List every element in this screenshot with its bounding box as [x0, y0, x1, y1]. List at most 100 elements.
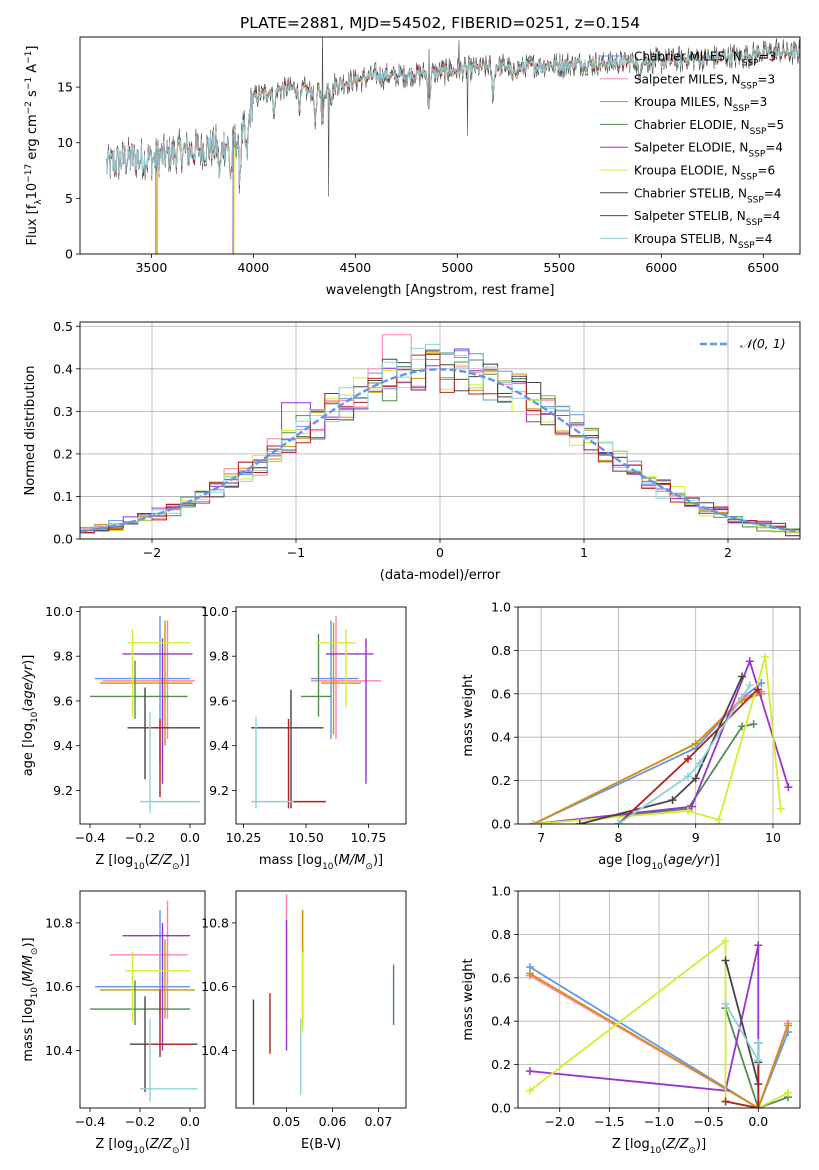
x-tick-label: −0.4	[75, 1114, 105, 1129]
text-run: )]	[21, 937, 36, 947]
x-axis-label: wavelength [Angstrom, rest frame]	[326, 283, 555, 298]
superscript: −17	[24, 164, 34, 183]
x-tick-label: 0.05	[273, 1114, 301, 1129]
errorbar-point	[127, 687, 200, 780]
legend-label: Kroupa ELODIE, NSSP=6	[634, 164, 775, 183]
text-run: =3	[757, 72, 775, 86]
y-tick-label: 0.2	[491, 773, 511, 788]
y-tick-label: 0.4	[491, 730, 511, 745]
text-run: )]	[696, 1137, 706, 1152]
legend-label: Chabrier STELIB, NSSP=4	[634, 186, 782, 205]
x-tick-label: −0.2	[125, 830, 155, 845]
italic: M/M	[21, 955, 36, 982]
errorbar-point	[95, 615, 190, 764]
mass-weight-vs-metallicity-panel: −2.0 −1.5 −1.0 −0.5 0.0 0.0 0.2 0.4 0.6 0.8 1.0 Z […	[461, 884, 801, 1156]
y-tick-label: 0.0	[491, 817, 511, 832]
y-tick-label: 9.8	[209, 649, 229, 664]
text-run: Kroupa ELODIE, N	[634, 164, 741, 178]
plus-marker	[575, 820, 584, 824]
weight-line	[617, 684, 751, 824]
subscript: 10	[651, 862, 663, 872]
legend-label: Salpeter MILES, NSSP=3	[634, 72, 775, 91]
plus-marker	[529, 820, 538, 824]
subscript: 10	[30, 711, 40, 723]
y-tick-label: 10.4	[201, 1043, 229, 1058]
subscript: 10	[650, 1146, 662, 1156]
errorbar-point	[152, 718, 165, 798]
plus-marker	[749, 720, 758, 729]
text-run: =4	[755, 232, 773, 246]
x-tick-label: −1	[287, 545, 305, 560]
text-run: Salpeter MILES, N	[634, 72, 741, 86]
text-run: Flux [f	[25, 204, 40, 245]
x-axis-label: mass [log10(M/M⊙)]	[259, 853, 383, 872]
plus-marker	[745, 657, 754, 666]
plus-marker	[668, 796, 677, 805]
y-axis-label: mass weight	[461, 958, 476, 1040]
x-tick-label: −2.0	[545, 1114, 575, 1129]
text-run: 10	[25, 183, 40, 200]
text-run: ]	[25, 46, 40, 51]
weight-series	[721, 956, 763, 1089]
text-run: wavelength [Angstrom, rest frame]	[326, 283, 555, 298]
x-tick-label: 9	[692, 830, 700, 845]
plus-marker	[614, 820, 623, 824]
y-tick-label: 10.0	[45, 604, 73, 619]
subscript: λ	[34, 199, 44, 205]
text-run: =6	[757, 164, 775, 178]
italic: Z/Z	[665, 1137, 689, 1152]
x-tick-label: 10	[765, 830, 781, 845]
errorbar-point	[90, 980, 190, 1026]
text-run: =3	[750, 95, 768, 109]
text-run: )]	[180, 853, 190, 868]
mass-vs-metallicity-panel: −0.4 −0.2 0.010.410.610.8Z [log10(Z/Z⊙)]ma…	[21, 890, 206, 1156]
y-tick-label: 0.0	[491, 1101, 511, 1116]
plus-marker	[721, 999, 730, 1008]
axes-frame	[517, 890, 801, 1109]
y-tick-label: 15	[57, 80, 73, 95]
y-tick-label: 0	[65, 247, 73, 262]
y-tick-label: 9.4	[53, 738, 73, 753]
text-run: erg cm	[25, 114, 40, 163]
errorbar-point	[102, 620, 195, 739]
errorbar-point	[90, 660, 188, 719]
errorbar-point	[321, 622, 361, 735]
text-run: A	[25, 64, 40, 77]
text-run: s	[25, 90, 40, 101]
weight-line	[579, 676, 743, 824]
text-run: (	[21, 982, 36, 987]
y-tick-label: 9.2	[209, 783, 229, 798]
plot-area	[80, 334, 800, 538]
subscript: SSP	[747, 195, 764, 205]
subscript: ⊙	[172, 1146, 180, 1156]
text-run: (	[145, 853, 150, 868]
axes-frame	[79, 36, 801, 255]
errorbar-point	[125, 951, 190, 1022]
x-tick-label: 5000	[441, 260, 473, 275]
axes-frame	[79, 321, 801, 540]
italic: M/M	[339, 853, 366, 868]
text-run: age [log	[21, 723, 36, 776]
y-axis-label: age [log10(age/yr)]	[21, 655, 40, 777]
plus-marker	[683, 772, 692, 781]
axes-frame	[235, 890, 407, 1109]
subscript: 10	[133, 1146, 145, 1156]
plus-marker	[784, 1088, 793, 1097]
text-run: =5	[766, 118, 784, 132]
text-run: Salpeter STELIB, N	[634, 209, 746, 223]
axes-frame	[517, 606, 801, 825]
superscript: −1	[24, 77, 34, 90]
errorbar-point	[140, 1018, 198, 1102]
x-tick-label: 0	[436, 545, 444, 560]
italic: Z/Z	[149, 853, 173, 868]
x-tick-label: 8	[614, 830, 622, 845]
plus-marker	[683, 806, 692, 815]
x-tick-label: 6500	[747, 260, 779, 275]
text-run: mass weight	[461, 674, 476, 756]
legend-label: Kroupa MILES, NSSP=3	[634, 95, 767, 114]
y-tick-label: 0.1	[53, 489, 73, 504]
weight-line	[533, 682, 762, 824]
subscript: SSP	[746, 218, 763, 228]
text-run: Chabrier STELIB, N	[634, 186, 747, 200]
